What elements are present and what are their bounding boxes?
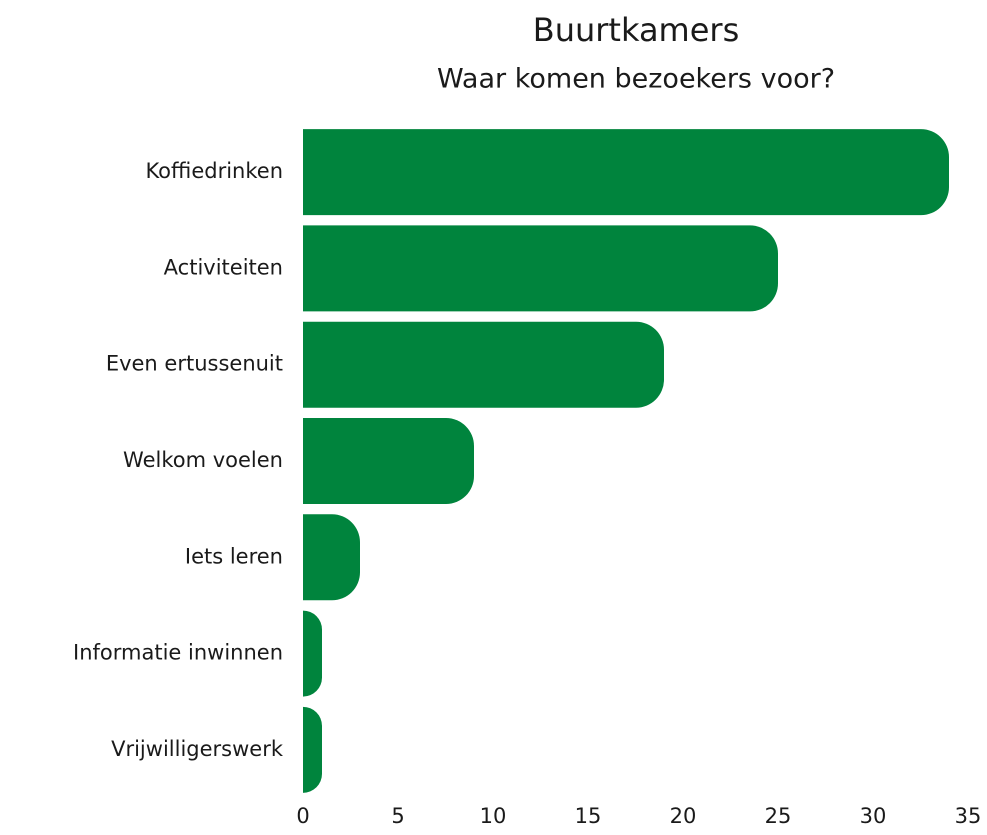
y-tick-label: Activiteiten [164,255,283,279]
bar [303,610,322,697]
chart-title: Buurtkamers [533,11,739,49]
x-tick-label: 30 [860,804,887,828]
bar [303,514,360,601]
x-tick-label: 0 [296,804,309,828]
x-tick-label: 5 [391,804,404,828]
y-tick-label: Informatie inwinnen [73,641,283,665]
bar [303,225,778,312]
y-tick-label: Even ertussenuit [106,352,283,376]
y-tick-label: Iets leren [185,544,283,568]
x-tick-label: 15 [575,804,602,828]
bar [303,129,949,216]
bar [303,321,664,408]
x-tick-label: 25 [765,804,792,828]
x-tick-label: 35 [955,804,982,828]
x-tick-label: 10 [480,804,507,828]
chart-subtitle: Waar komen bezoekers voor? [437,64,835,95]
y-tick-label: Koffiedrinken [145,159,283,183]
bar [303,418,474,504]
y-tick-label: Vrijwilligerswerk [111,737,284,761]
y-tick-label: Welkom voelen [123,448,283,472]
x-tick-label: 20 [670,804,697,828]
bar [303,706,322,793]
